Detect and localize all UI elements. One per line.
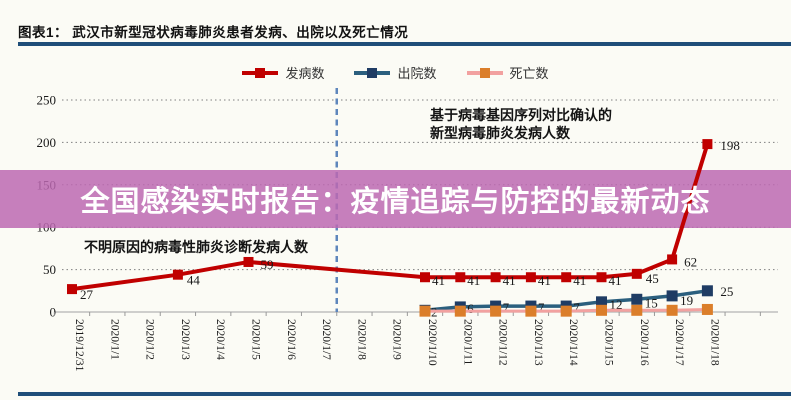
- annotation-confirmed-cases: 基于病毒基因序列对比确认的 新型病毒肺炎发病人数: [430, 106, 612, 142]
- legend-item-1: 发病数: [242, 63, 324, 82]
- svg-text:2020/1/12: 2020/1/12: [497, 319, 509, 366]
- svg-text:7: 7: [573, 300, 580, 315]
- svg-text:2020/1/13: 2020/1/13: [532, 319, 544, 366]
- svg-text:59: 59: [261, 257, 274, 272]
- svg-text:2020/1/10: 2020/1/10: [426, 319, 438, 366]
- legend-marker-icon: [466, 67, 503, 78]
- svg-text:2020/1/11: 2020/1/11: [461, 319, 473, 365]
- annotation-confirmed-line-1: 基于病毒基因序列对比确认的: [430, 107, 612, 123]
- svg-text:2020/1/6: 2020/1/6: [285, 319, 297, 360]
- svg-text:7: 7: [503, 300, 510, 315]
- svg-text:25: 25: [720, 284, 733, 299]
- legend-label: 死亡数: [509, 66, 549, 81]
- svg-text:2020/1/9: 2020/1/9: [391, 319, 403, 360]
- legend-marker-icon: [242, 67, 279, 78]
- svg-text:41: 41: [538, 273, 551, 288]
- svg-text:7: 7: [538, 300, 545, 315]
- svg-text:45: 45: [646, 271, 659, 286]
- svg-text:2020/1/1: 2020/1/1: [108, 319, 120, 360]
- svg-text:2020/1/14: 2020/1/14: [567, 319, 579, 366]
- svg-text:2020/1/18: 2020/1/18: [708, 319, 720, 366]
- svg-text:2020/1/15: 2020/1/15: [603, 319, 615, 366]
- svg-text:200: 200: [37, 135, 57, 150]
- svg-text:2020/1/4: 2020/1/4: [214, 319, 226, 360]
- svg-text:2020/1/5: 2020/1/5: [250, 319, 262, 360]
- svg-text:50: 50: [43, 262, 56, 277]
- svg-text:2020/1/8: 2020/1/8: [355, 319, 367, 360]
- svg-text:44: 44: [187, 273, 201, 288]
- legend-marker-icon: [354, 67, 391, 78]
- svg-text:12: 12: [610, 297, 623, 312]
- svg-text:15: 15: [645, 295, 658, 310]
- svg-text:27: 27: [80, 287, 94, 302]
- svg-text:19: 19: [680, 293, 693, 308]
- title-divider: [18, 42, 791, 46]
- legend-item-2: 出院数: [354, 63, 437, 82]
- footer-divider: [18, 392, 791, 396]
- legend-label: 发病数: [285, 66, 325, 81]
- svg-text:41: 41: [467, 273, 480, 288]
- svg-text:2020/1/17: 2020/1/17: [673, 319, 685, 366]
- svg-text:2020/1/3: 2020/1/3: [179, 319, 191, 360]
- svg-text:6: 6: [467, 301, 474, 316]
- annotation-unknown-pneumonia: 不明原因的病毒性肺炎诊断发病人数: [84, 239, 308, 255]
- chart-title: 图表1： 武汉市新型冠状病毒肺炎患者发病、出院以及死亡情况: [18, 25, 409, 40]
- legend-label: 出院数: [397, 66, 437, 81]
- chart-legend: 发病数 出院数 死亡数: [0, 63, 791, 82]
- svg-text:41: 41: [432, 273, 445, 288]
- annotation-confirmed-line-2: 新型病毒肺炎发病人数: [430, 125, 570, 141]
- svg-text:198: 198: [720, 138, 740, 153]
- svg-text:2020/1/2: 2020/1/2: [144, 319, 156, 360]
- svg-text:250: 250: [37, 93, 57, 108]
- svg-text:2020/1/16: 2020/1/16: [638, 319, 650, 366]
- svg-text:0: 0: [50, 305, 57, 320]
- svg-text:62: 62: [684, 254, 697, 269]
- svg-text:41: 41: [573, 273, 586, 288]
- legend-item-3: 死亡数: [466, 63, 549, 82]
- svg-text:41: 41: [609, 273, 622, 288]
- svg-text:2020/1/7: 2020/1/7: [320, 319, 332, 360]
- svg-text:41: 41: [503, 273, 516, 288]
- svg-text:2019/12/31: 2019/12/31: [73, 319, 85, 372]
